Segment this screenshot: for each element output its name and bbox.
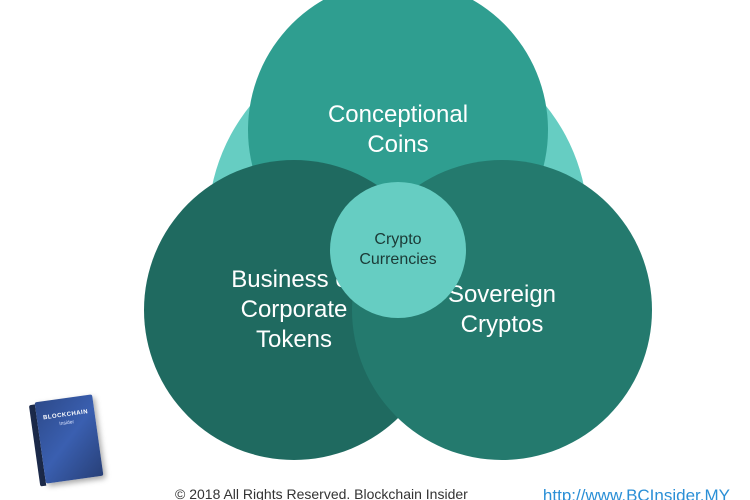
venn-petal-top-label: ConceptionalCoins: [328, 100, 468, 160]
site-link[interactable]: http://www.BCInsider.MY: [543, 486, 730, 500]
copyright-text: © 2018 All Rights Reserved. Blockchain I…: [175, 486, 468, 500]
diagram-stage: ConceptionalCoins Business orCorporateTo…: [0, 0, 750, 500]
book-cover: BLOCKCHAIN Insider: [35, 394, 104, 483]
venn-petal-right-label: SovereignCryptos: [448, 280, 556, 340]
book-thumbnail: BLOCKCHAIN Insider: [35, 394, 104, 483]
venn-center-circle: CryptoCurrencies: [330, 182, 466, 318]
book-title-line2: Insider: [59, 419, 75, 427]
venn-center-label: CryptoCurrencies: [359, 230, 436, 270]
